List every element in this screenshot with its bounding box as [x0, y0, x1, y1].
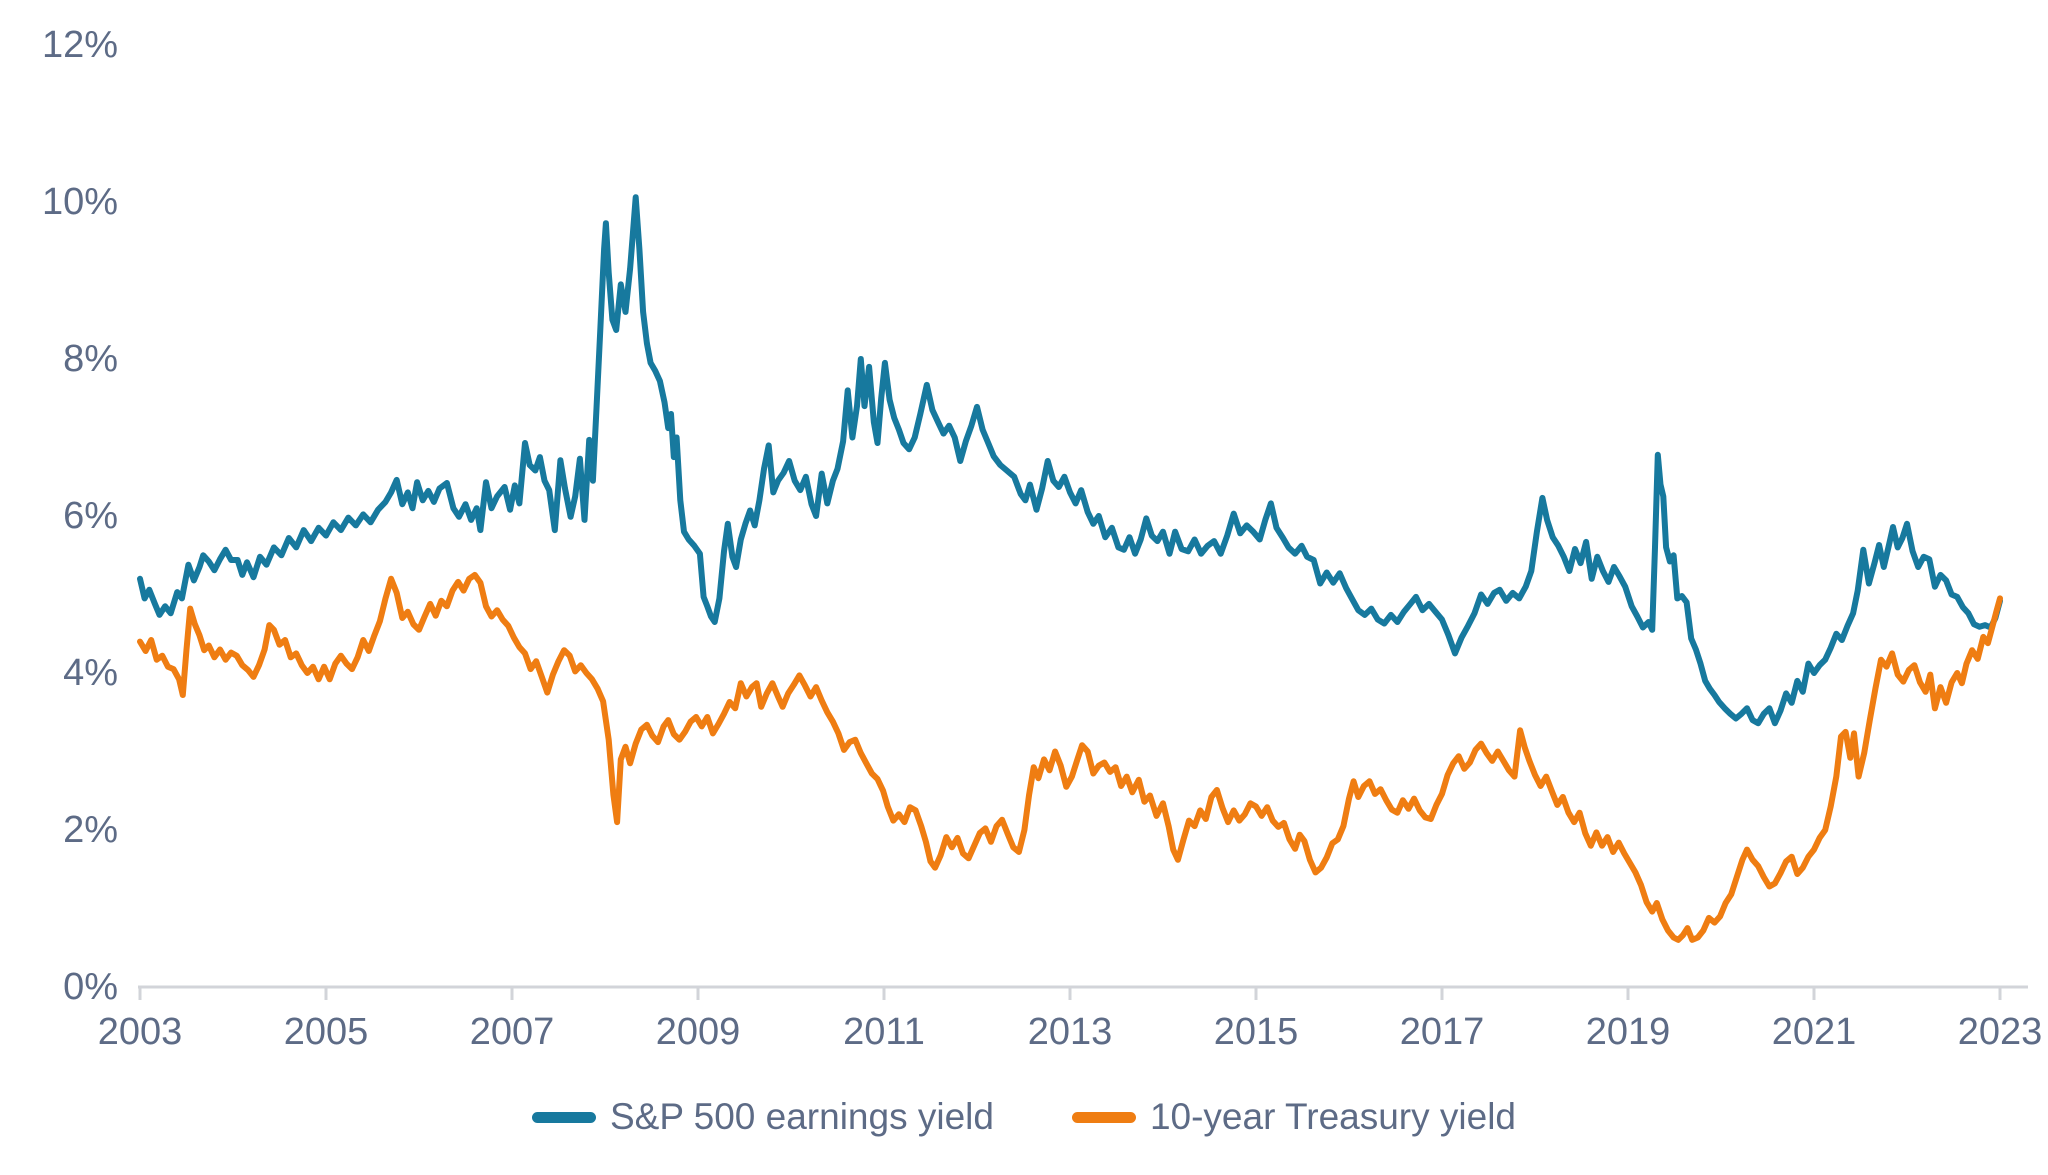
y-tick-label-10%: 10%	[41, 181, 118, 223]
x-tick-label-2019: 2019	[1585, 1011, 1671, 1053]
x-tick-label-2009: 2009	[655, 1011, 741, 1053]
legend-item-10-year-treasury-yield: 10-year Treasury yield	[1071, 1095, 1516, 1139]
legend-label-10-year-treasury-yield: 10-year Treasury yield	[1149, 1096, 1516, 1137]
x-tick-label-2017: 2017	[1399, 1011, 1485, 1053]
legend: S&P 500 earnings yield 10-year Treasury …	[0, 1095, 2048, 1139]
x-tick-label-2015: 2015	[1213, 1011, 1299, 1053]
x-tick-label-2021: 2021	[1771, 1011, 1857, 1053]
x-tick-label-2007: 2007	[469, 1011, 555, 1053]
y-tick-label-12%: 12%	[41, 24, 118, 66]
series-line-0-s-p-500-earnings-yield	[137, 194, 2003, 727]
x-tick-label-2005: 2005	[283, 1011, 369, 1053]
x-tick-label-2023: 2023	[1957, 1011, 2043, 1053]
y-tick-label-0%: 0%	[63, 966, 118, 1008]
y-tick-label-6%: 6%	[63, 495, 118, 537]
legend-item-sp500-earnings-yield: S&P 500 earnings yield	[531, 1095, 994, 1139]
y-tick-label-4%: 4%	[63, 652, 118, 694]
x-tick-label-2011: 2011	[843, 1011, 925, 1053]
y-tick-label-2%: 2%	[63, 809, 118, 851]
series-line-1-10-year-treasury-yield	[137, 571, 2003, 943]
y-tick-label-8%: 8%	[63, 338, 118, 380]
legend-swatch-10-year-treasury-yield	[1071, 1111, 1136, 1123]
legend-swatch-sp500-earnings-yield	[531, 1111, 596, 1123]
series-lines-group	[137, 194, 2003, 943]
x-tick-label-2003: 2003	[97, 1011, 183, 1053]
legend-label-sp500-earnings-yield: S&P 500 earnings yield	[609, 1096, 994, 1137]
x-tick-label-2013: 2013	[1027, 1011, 1113, 1053]
x-axis-line-group	[138, 985, 2028, 1000]
